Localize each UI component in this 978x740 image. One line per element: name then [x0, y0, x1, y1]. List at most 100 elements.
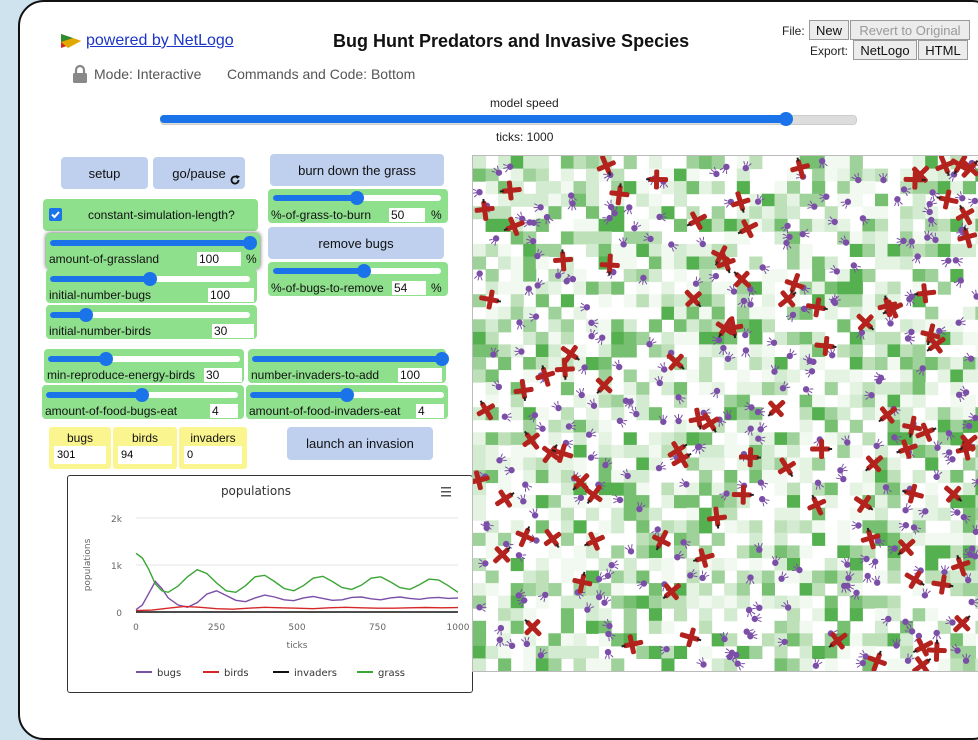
- logo-text[interactable]: powered by NetLogo: [86, 32, 234, 49]
- grass-patch: [535, 495, 549, 509]
- grass-patch: [799, 595, 813, 609]
- grass-patch: [724, 507, 738, 521]
- go-pause-button[interactable]: go/pause: [153, 157, 245, 189]
- initial-bugs-value[interactable]: 100: [208, 288, 254, 302]
- grass-patch: [623, 608, 637, 622]
- grass-patch: [473, 633, 487, 647]
- grass-patch: [787, 545, 801, 559]
- grass-burn-slider[interactable]: %-of-grass-to-burn 50 %: [268, 189, 448, 223]
- grass-patch: [837, 394, 851, 408]
- world-canvas[interactable]: [473, 156, 978, 671]
- grass-patch: [875, 608, 889, 622]
- bug: [551, 400, 562, 412]
- initial-birds-value[interactable]: 30: [212, 324, 254, 338]
- bug: [537, 648, 548, 659]
- grassland-thumb[interactable]: [243, 236, 257, 250]
- grassland-slider[interactable]: amount-of-grassland 100 %: [46, 233, 260, 269]
- grass-patch: [636, 495, 650, 509]
- food-invaders-value[interactable]: 4: [416, 404, 444, 418]
- bugs-remove-slider[interactable]: %-of-bugs-to-remove 54 %: [268, 262, 448, 296]
- initial-birds-slider[interactable]: initial-number-birds 30: [46, 305, 257, 339]
- grass-patch: [661, 281, 675, 295]
- grass-patch: [661, 495, 675, 509]
- grass-patch: [623, 620, 637, 634]
- min-reproduce-value[interactable]: 30: [204, 368, 242, 382]
- grass-patch: [498, 281, 512, 295]
- grass-patch: [862, 294, 876, 308]
- grass-burn-value[interactable]: 50: [389, 208, 425, 222]
- food-invaders-slider[interactable]: amount-of-food-invaders-eat 4: [246, 385, 448, 419]
- netlogo-logo-link[interactable]: powered by NetLogo: [60, 32, 234, 50]
- food-bugs-value[interactable]: 4: [210, 404, 238, 418]
- speed-slider-thumb[interactable]: [778, 112, 793, 126]
- bug: [521, 636, 531, 648]
- grass-patch: [473, 645, 487, 659]
- grass-patch: [862, 633, 876, 647]
- grass-patch: [523, 658, 537, 671]
- bug: [483, 521, 494, 532]
- world-view[interactable]: [472, 155, 978, 672]
- grass-patch: [699, 444, 713, 458]
- commands-code-position[interactable]: Commands and Code: Bottom: [227, 66, 416, 82]
- grass-patch: [799, 633, 813, 647]
- grass-patch: [875, 206, 889, 220]
- invaders-to-add-value[interactable]: 100: [398, 368, 442, 382]
- bug: [543, 213, 554, 225]
- grass-patch: [485, 181, 499, 195]
- food-bugs-slider[interactable]: amount-of-food-bugs-eat 4: [42, 385, 244, 419]
- grass-patch: [749, 331, 763, 345]
- grass-patch: [761, 570, 775, 584]
- food-invaders-thumb[interactable]: [340, 388, 354, 402]
- grass-patch: [749, 256, 763, 270]
- bug: [755, 435, 766, 445]
- grass-patch: [699, 331, 713, 345]
- food-bugs-thumb[interactable]: [135, 388, 149, 402]
- grass-patch: [623, 495, 637, 509]
- grass-patch: [686, 520, 700, 534]
- grass-patch: [950, 407, 964, 421]
- new-button[interactable]: New: [809, 20, 849, 40]
- bird: [609, 183, 630, 206]
- grass-patch: [586, 168, 600, 182]
- invaders-to-add-slider[interactable]: number-invaders-to-add 100: [248, 349, 449, 383]
- grass-patch: [623, 595, 637, 609]
- constant-length-switch[interactable]: constant-simulation-length?: [43, 199, 258, 231]
- grass-patch: [774, 645, 788, 659]
- remove-bugs-button[interactable]: remove bugs: [268, 227, 444, 259]
- initial-bugs-thumb[interactable]: [143, 272, 157, 286]
- bug: [679, 478, 690, 488]
- invaders-to-add-thumb[interactable]: [435, 352, 449, 366]
- chart-menu-icon[interactable]: [441, 487, 451, 497]
- min-reproduce-label: min-reproduce-energy-birds: [47, 368, 196, 382]
- grass-patch: [799, 331, 813, 345]
- export-netlogo-button[interactable]: NetLogo: [853, 40, 917, 60]
- setup-button[interactable]: setup: [61, 157, 148, 189]
- grass-patch: [774, 432, 788, 446]
- bugs-remove-thumb[interactable]: [356, 264, 371, 278]
- initial-bugs-slider[interactable]: initial-number-bugs 100: [46, 269, 257, 303]
- min-reproduce-thumb[interactable]: [98, 352, 113, 366]
- burn-grass-button[interactable]: burn down the grass: [270, 154, 444, 186]
- grass-patch: [950, 532, 964, 546]
- grass-patch: [485, 369, 499, 383]
- mode-toggle[interactable]: Mode: Interactive: [72, 64, 201, 84]
- revert-to-original-button[interactable]: Revert to Original: [850, 20, 970, 40]
- grass-patch: [975, 357, 978, 371]
- grassland-value[interactable]: 100: [197, 252, 241, 266]
- switch-checkbox[interactable]: [49, 208, 62, 221]
- grass-patch: [761, 281, 775, 295]
- grass-patch: [824, 558, 838, 572]
- launch-invasion-button[interactable]: launch an invasion: [287, 427, 433, 460]
- grass-patch: [799, 457, 813, 471]
- grass-patch: [837, 532, 851, 546]
- initial-birds-thumb[interactable]: [79, 308, 93, 322]
- bugs-remove-value[interactable]: 54: [392, 281, 426, 295]
- grass-patch: [962, 457, 976, 471]
- grass-patch: [724, 444, 738, 458]
- min-reproduce-slider[interactable]: min-reproduce-energy-birds 30: [44, 349, 244, 383]
- grass-burn-thumb[interactable]: [350, 191, 364, 205]
- export-html-button[interactable]: HTML: [918, 40, 968, 60]
- bug: [605, 630, 616, 642]
- grass-patch: [799, 470, 813, 484]
- bird: [513, 379, 534, 402]
